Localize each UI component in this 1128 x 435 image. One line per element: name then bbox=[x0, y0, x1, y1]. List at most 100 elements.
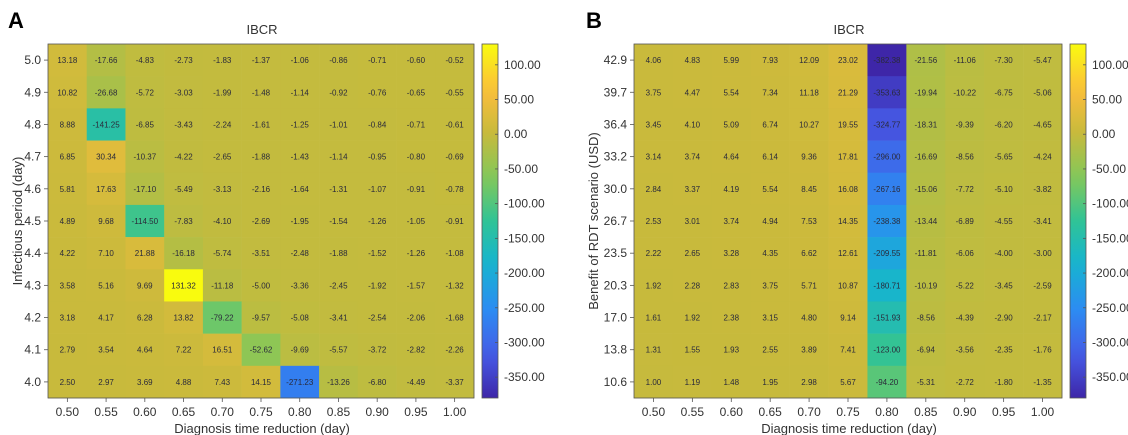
cell-value-label: 3.74 bbox=[723, 217, 739, 226]
x-tick-label: 0.50 bbox=[56, 405, 80, 419]
cell-value-label: 4.10 bbox=[685, 120, 701, 129]
panel-letter-a: A bbox=[8, 8, 24, 33]
heatmap-cell bbox=[1023, 301, 1063, 334]
cell-value-label: -3.56 bbox=[956, 346, 975, 355]
heatmap-cell bbox=[357, 44, 397, 77]
y-tick-label: 4.2 bbox=[24, 311, 41, 325]
heatmap-cell bbox=[435, 140, 475, 174]
heatmap-cell bbox=[280, 76, 320, 109]
cell-value-label: -3.37 bbox=[446, 378, 465, 387]
cell-value-label: 10.82 bbox=[57, 88, 78, 97]
heatmap-cell bbox=[86, 44, 126, 77]
cell-value-label: -2.72 bbox=[956, 378, 975, 387]
heatmap-cell bbox=[750, 301, 790, 334]
cell-value-label: 6.74 bbox=[762, 120, 778, 129]
cell-value-label: 5.67 bbox=[840, 378, 856, 387]
y-tick-label: 4.4 bbox=[24, 246, 41, 260]
heatmap-cell bbox=[319, 365, 359, 399]
heatmap-cell bbox=[357, 76, 397, 109]
cell-value-label: -1.80 bbox=[995, 378, 1014, 387]
heatmap-cell bbox=[750, 140, 790, 174]
heatmap-cell bbox=[241, 172, 281, 206]
x-tick-label: 0.90 bbox=[366, 405, 390, 419]
heatmap-cell bbox=[672, 140, 713, 174]
heatmap-cell bbox=[125, 172, 165, 206]
heatmap-cell bbox=[984, 172, 1024, 206]
heatmap-cell bbox=[48, 269, 88, 302]
heatmap-cell bbox=[241, 44, 281, 77]
heatmap-cell bbox=[789, 76, 829, 109]
cell-value-label: -296.00 bbox=[873, 153, 901, 162]
cell-value-label: -4.10 bbox=[213, 217, 232, 226]
cell-value-label: -7.30 bbox=[995, 56, 1014, 65]
cell-value-label: -4.00 bbox=[995, 249, 1014, 258]
heatmap-cell bbox=[945, 237, 985, 270]
colorbar-tick-label: -100.00 bbox=[1092, 197, 1128, 211]
cell-value-label: 5.99 bbox=[723, 56, 739, 65]
heatmap-cell bbox=[711, 301, 752, 334]
cell-value-label: 2.50 bbox=[60, 378, 76, 387]
x-tick-label: 1.00 bbox=[443, 405, 467, 419]
heatmap-cell bbox=[202, 204, 242, 238]
heatmap-cell bbox=[164, 365, 204, 399]
heatmap-cell bbox=[867, 108, 907, 141]
heatmap-cell bbox=[125, 301, 165, 334]
cell-value-label: 9.14 bbox=[840, 314, 856, 323]
heatmap-cell bbox=[634, 365, 674, 399]
heatmap-cell bbox=[280, 204, 320, 238]
heatmap-cell bbox=[125, 140, 165, 174]
heatmap-cell bbox=[280, 237, 320, 270]
heatmap-cell bbox=[164, 333, 204, 367]
y-tick-label: 4.9 bbox=[24, 85, 41, 99]
cell-value-label: -94.20 bbox=[876, 378, 899, 387]
cell-value-label: -6.94 bbox=[917, 346, 936, 355]
cell-value-label: -17.10 bbox=[133, 185, 156, 194]
colorbar-tick-label: 0.00 bbox=[1092, 127, 1116, 141]
heatmap-cell bbox=[672, 237, 713, 270]
heatmap-cell bbox=[435, 108, 475, 141]
cell-value-label: -0.71 bbox=[407, 120, 426, 129]
cell-value-label: -1.54 bbox=[329, 217, 348, 226]
heatmap-cell bbox=[435, 365, 475, 399]
cell-value-label: -5.74 bbox=[213, 249, 232, 258]
cell-value-label: -0.95 bbox=[368, 153, 387, 162]
cell-value-label: -4.39 bbox=[956, 314, 975, 323]
cell-value-label: -5.31 bbox=[917, 378, 936, 387]
cell-value-label: 1.95 bbox=[762, 378, 778, 387]
cell-value-label: -4.49 bbox=[407, 378, 426, 387]
cell-value-label: 3.37 bbox=[685, 185, 701, 194]
cell-value-label: -11.06 bbox=[954, 56, 977, 65]
cell-value-label: -2.06 bbox=[407, 314, 426, 323]
cell-value-label: -324.77 bbox=[873, 120, 901, 129]
cell-value-label: -6.89 bbox=[956, 217, 975, 226]
heatmap-cell bbox=[906, 44, 946, 77]
heatmap-cell bbox=[357, 333, 397, 367]
heatmap-cell bbox=[984, 76, 1024, 109]
cell-value-label: 6.85 bbox=[60, 153, 76, 162]
cell-value-label: -2.26 bbox=[446, 346, 465, 355]
heatmap-cell bbox=[984, 237, 1024, 270]
heatmap-cell bbox=[1023, 204, 1063, 238]
colorbar-tick-label: 50.00 bbox=[504, 93, 534, 107]
cell-value-label: -0.78 bbox=[446, 185, 465, 194]
heatmap-cell bbox=[828, 172, 868, 206]
heatmap-cell bbox=[48, 204, 88, 238]
heatmap-cell bbox=[711, 237, 752, 270]
cell-value-label: -0.55 bbox=[446, 88, 465, 97]
heatmap-cell bbox=[906, 333, 946, 367]
cell-value-label: 23.02 bbox=[838, 56, 859, 65]
x-tick-label: 0.90 bbox=[953, 405, 977, 419]
heatmap-cell bbox=[280, 140, 320, 174]
heatmap-cell bbox=[634, 301, 674, 334]
heatmap-cell bbox=[828, 365, 868, 399]
cell-value-label: -1.06 bbox=[291, 56, 310, 65]
heatmap-cell bbox=[241, 301, 281, 334]
cell-value-label: 14.15 bbox=[251, 378, 272, 387]
cell-value-label: -3.82 bbox=[1033, 185, 1052, 194]
heatmap-cell bbox=[319, 204, 359, 238]
cell-value-label: -5.00 bbox=[252, 281, 271, 290]
heatmap-cell bbox=[945, 108, 985, 141]
heatmap-cell bbox=[125, 76, 165, 109]
heatmap-cell bbox=[357, 204, 397, 238]
cell-value-label: -3.45 bbox=[995, 281, 1014, 290]
